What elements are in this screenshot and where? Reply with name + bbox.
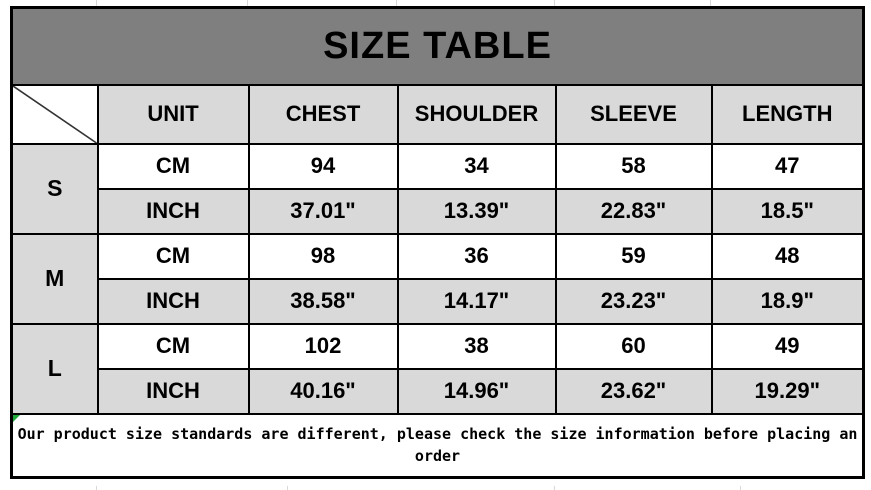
cell-unit: INCH (96, 187, 250, 235)
gridline (247, 0, 248, 6)
cell-value: 38 (396, 322, 557, 370)
size-label-l: L (10, 322, 99, 415)
cell-value: 36 (396, 232, 557, 280)
cell-unit: INCH (96, 367, 250, 415)
cell-value: 48 (710, 232, 865, 280)
cell-value: 47 (710, 142, 865, 190)
size-table: SIZE TABLE UNIT CHEST SHOULDER SLEEVE LE… (10, 6, 866, 479)
cell-value: 102 (247, 322, 399, 370)
gridline (287, 486, 288, 490)
gridline (554, 486, 555, 490)
cell-value: 59 (554, 232, 713, 280)
gridline (554, 0, 555, 6)
cell-value: 98 (247, 232, 399, 280)
column-header-sleeve: SLEEVE (554, 83, 713, 145)
cell-value: 34 (396, 142, 557, 190)
cell-unit: CM (96, 142, 250, 190)
gridline (710, 0, 711, 6)
cell-value: 18.9" (710, 277, 865, 325)
cell-unit: INCH (96, 277, 250, 325)
cell-value: 18.5" (710, 187, 865, 235)
corner-cell (10, 83, 99, 145)
cell-value: 19.29" (710, 367, 865, 415)
cell-value: 49 (710, 322, 865, 370)
table-title: SIZE TABLE (10, 6, 865, 86)
gridline (740, 486, 741, 490)
cell-value: 40.16" (247, 367, 399, 415)
cell-unit: CM (96, 232, 250, 280)
note-text: Our product size standards are different… (17, 424, 858, 466)
size-label-s: S (10, 142, 99, 235)
cell-value: 14.17" (396, 277, 557, 325)
gridline (396, 0, 397, 6)
cell-value: 23.23" (554, 277, 713, 325)
cell-value: 14.96" (396, 367, 557, 415)
cell-value: 94 (247, 142, 399, 190)
cell-value: 38.58" (247, 277, 399, 325)
note-cell: Our product size standards are different… (10, 412, 865, 479)
cell-value: 60 (554, 322, 713, 370)
gridline (96, 0, 97, 6)
column-header-shoulder: SHOULDER (396, 83, 557, 145)
cell-value: 13.39" (396, 187, 557, 235)
cell-value: 58 (554, 142, 713, 190)
cell-value: 37.01" (247, 187, 399, 235)
diagonal-line (13, 86, 97, 143)
cell-value: 23.62" (554, 367, 713, 415)
gridline (96, 486, 97, 490)
size-label-m: M (10, 232, 99, 325)
cell-unit: CM (96, 322, 250, 370)
column-header-chest: CHEST (247, 83, 399, 145)
error-indicator-triangle (13, 415, 20, 422)
cell-value: 22.83" (554, 187, 713, 235)
column-header-unit: UNIT (96, 83, 250, 145)
column-header-length: LENGTH (710, 83, 865, 145)
